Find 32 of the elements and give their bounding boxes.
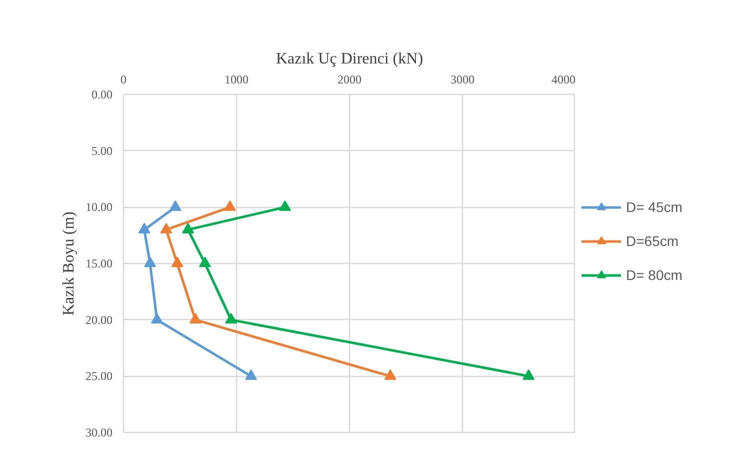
legend-label: D= 45cm <box>626 199 682 215</box>
y-tick-label: 5.00 <box>92 144 112 158</box>
y-tick-label: 20.00 <box>86 312 112 327</box>
point <box>278 200 291 211</box>
point <box>224 200 236 211</box>
point <box>522 369 535 380</box>
point <box>384 369 396 380</box>
y-tick-label: 30.00 <box>86 426 112 440</box>
x-tick-label: 1000 <box>224 72 248 86</box>
y-tick-label: 25.00 <box>86 369 112 384</box>
x-axis-title: Kazık Uç Direnci (kN) <box>276 50 424 68</box>
point <box>171 256 184 268</box>
y-axis-title: Kazık Boyu (m) <box>60 212 78 316</box>
point <box>169 200 182 211</box>
x-tick-label: 0 <box>120 72 126 86</box>
x-tick-label: 3000 <box>450 72 474 86</box>
y-tick-label: 10.00 <box>86 200 112 214</box>
point <box>198 256 211 268</box>
x-tick-label: 2000 <box>338 72 362 86</box>
point <box>225 312 238 324</box>
point <box>182 222 194 234</box>
point <box>144 256 156 268</box>
point <box>150 312 163 324</box>
point <box>160 222 172 234</box>
x-tick-label: 4000 <box>552 72 576 86</box>
point <box>245 369 258 380</box>
y-tick-label: 15.00 <box>86 256 112 270</box>
y-tick-label: 0.00 <box>92 88 112 102</box>
point <box>189 312 202 324</box>
point <box>138 222 150 234</box>
legend-label: D=65cm <box>626 233 679 249</box>
legend-label: D= 80cm <box>626 267 682 283</box>
